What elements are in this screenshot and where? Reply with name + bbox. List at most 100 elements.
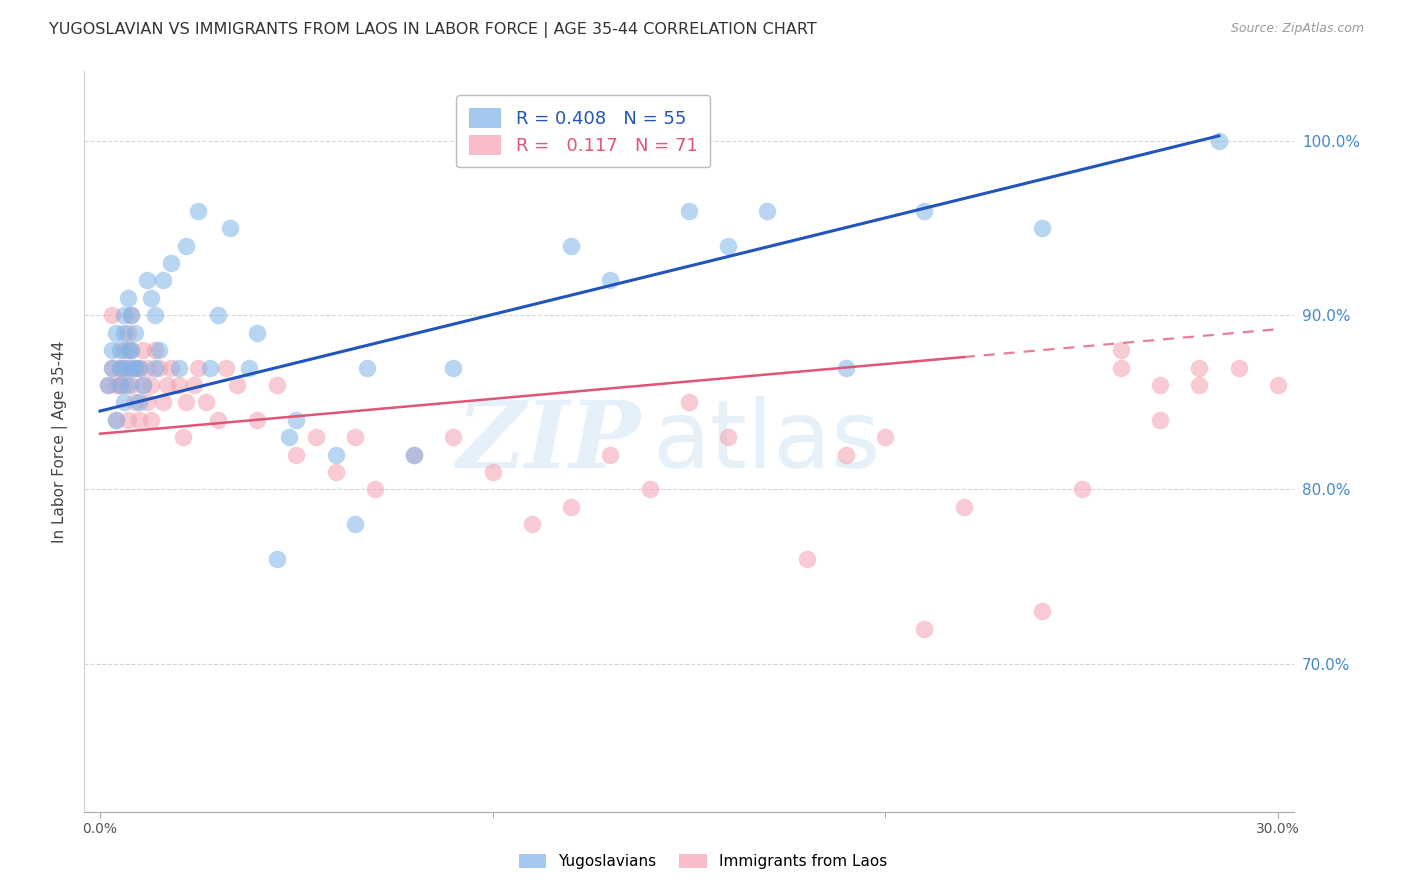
Point xyxy=(356,360,378,375)
Point xyxy=(132,343,155,357)
Point xyxy=(128,360,150,375)
Point xyxy=(285,413,308,427)
Point xyxy=(266,378,288,392)
Point xyxy=(97,378,120,392)
Point xyxy=(404,448,426,462)
Point xyxy=(172,430,194,444)
Point xyxy=(678,395,700,409)
Point xyxy=(136,395,159,409)
Point xyxy=(187,203,209,218)
Point xyxy=(176,395,198,409)
Point xyxy=(139,291,162,305)
Point xyxy=(481,465,503,479)
Point xyxy=(143,343,166,357)
Point xyxy=(183,378,205,392)
Point xyxy=(139,413,162,427)
Point xyxy=(132,378,155,392)
Point xyxy=(246,413,269,427)
Point xyxy=(108,360,131,375)
Point xyxy=(167,360,190,375)
Point xyxy=(207,308,229,322)
Point xyxy=(101,360,124,375)
Point xyxy=(117,291,139,305)
Point xyxy=(159,360,181,375)
Point xyxy=(717,430,740,444)
Point xyxy=(117,343,139,357)
Point xyxy=(143,360,166,375)
Point xyxy=(167,378,190,392)
Point xyxy=(246,326,269,340)
Point xyxy=(117,378,139,392)
Text: YUGOSLAVIAN VS IMMIGRANTS FROM LAOS IN LABOR FORCE | AGE 35-44 CORRELATION CHART: YUGOSLAVIAN VS IMMIGRANTS FROM LAOS IN L… xyxy=(49,22,817,38)
Point xyxy=(156,378,179,392)
Point xyxy=(599,448,621,462)
Point xyxy=(148,360,170,375)
Point xyxy=(325,465,347,479)
Point xyxy=(560,500,582,514)
Point xyxy=(1109,360,1132,375)
Point xyxy=(117,360,139,375)
Point xyxy=(1267,378,1289,392)
Point xyxy=(152,395,174,409)
Point xyxy=(121,308,143,322)
Point xyxy=(112,308,135,322)
Point xyxy=(1070,483,1092,497)
Point xyxy=(560,238,582,252)
Point xyxy=(1109,343,1132,357)
Point xyxy=(756,203,779,218)
Point xyxy=(1031,221,1053,235)
Point xyxy=(1188,378,1211,392)
Point xyxy=(599,273,621,287)
Point xyxy=(104,326,127,340)
Point xyxy=(124,360,146,375)
Point xyxy=(187,360,209,375)
Text: atlas: atlas xyxy=(652,395,882,488)
Y-axis label: In Labor Force | Age 35-44: In Labor Force | Age 35-44 xyxy=(52,341,69,542)
Point xyxy=(835,360,858,375)
Point xyxy=(364,483,387,497)
Point xyxy=(143,308,166,322)
Legend: R = 0.408   N = 55, R =   0.117   N = 71: R = 0.408 N = 55, R = 0.117 N = 71 xyxy=(456,95,710,168)
Point xyxy=(226,378,249,392)
Point xyxy=(104,413,127,427)
Point xyxy=(104,378,127,392)
Point xyxy=(136,360,159,375)
Point xyxy=(441,430,464,444)
Point xyxy=(136,273,159,287)
Point xyxy=(121,360,143,375)
Point xyxy=(108,343,131,357)
Point xyxy=(1188,360,1211,375)
Point xyxy=(520,517,543,532)
Point xyxy=(238,360,260,375)
Point xyxy=(875,430,897,444)
Point xyxy=(148,343,170,357)
Point xyxy=(101,308,124,322)
Point xyxy=(117,413,139,427)
Legend: Yugoslavians, Immigrants from Laos: Yugoslavians, Immigrants from Laos xyxy=(513,848,893,875)
Text: ZIP: ZIP xyxy=(457,397,641,486)
Point xyxy=(128,413,150,427)
Point xyxy=(914,622,936,636)
Point xyxy=(796,552,818,566)
Point xyxy=(121,343,143,357)
Point xyxy=(128,395,150,409)
Point xyxy=(1227,360,1250,375)
Point xyxy=(1149,413,1171,427)
Point xyxy=(218,221,240,235)
Point xyxy=(108,360,131,375)
Point xyxy=(121,378,143,392)
Point xyxy=(207,413,229,427)
Point xyxy=(101,360,124,375)
Point xyxy=(1031,604,1053,618)
Point xyxy=(108,378,131,392)
Point xyxy=(112,326,135,340)
Point xyxy=(108,378,131,392)
Point xyxy=(678,203,700,218)
Point xyxy=(277,430,299,444)
Point xyxy=(285,448,308,462)
Point xyxy=(404,448,426,462)
Point xyxy=(124,395,146,409)
Point xyxy=(325,448,347,462)
Point xyxy=(952,500,974,514)
Point xyxy=(1149,378,1171,392)
